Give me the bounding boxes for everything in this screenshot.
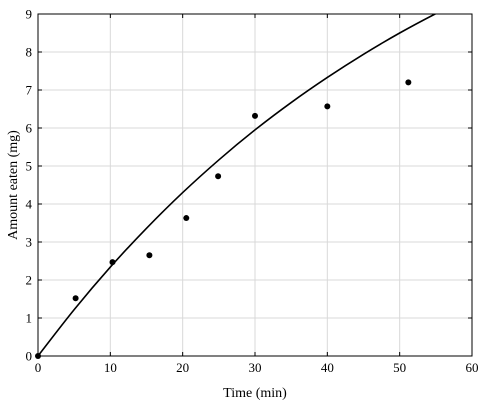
y-tick-label: 5 [26, 159, 33, 174]
y-tick-label: 6 [26, 121, 33, 136]
y-tick-label: 7 [26, 83, 33, 98]
data-point [183, 215, 190, 222]
y-tick-label: 2 [26, 273, 33, 288]
data-point [252, 112, 258, 119]
y-tick-label: 4 [26, 197, 33, 212]
y-tick-label: 3 [26, 235, 33, 250]
x-axis-label: Time (min) [223, 386, 287, 401]
x-tick-label: 10 [104, 360, 117, 375]
x-tick-label: 60 [466, 360, 479, 375]
grid [37, 13, 473, 357]
y-axis-label: Amount eaten (mg) [6, 130, 21, 240]
y-tick-label: 0 [26, 349, 33, 364]
x-tick-label: 0 [35, 360, 42, 375]
x-tick-label: 30 [249, 360, 262, 375]
plot-frame [37, 13, 473, 357]
fit-curve [38, 14, 437, 356]
x-tick-label: 20 [176, 360, 189, 375]
data-point [324, 103, 331, 110]
data-point [109, 259, 116, 266]
y-tick-label: 8 [26, 45, 33, 60]
tick-labels: 0 10 20 30 40 50 60 0 1 2 3 4 5 6 7 8 9 [26, 7, 479, 376]
data-point [146, 252, 153, 259]
x-tick-label: 50 [393, 360, 406, 375]
data-point [72, 295, 79, 302]
x-tick-label: 40 [321, 360, 334, 375]
data-point [215, 173, 222, 180]
data-points [35, 79, 412, 359]
data-point [405, 79, 412, 86]
y-tick-label: 1 [26, 311, 33, 326]
y-tick-label: 9 [26, 7, 33, 22]
